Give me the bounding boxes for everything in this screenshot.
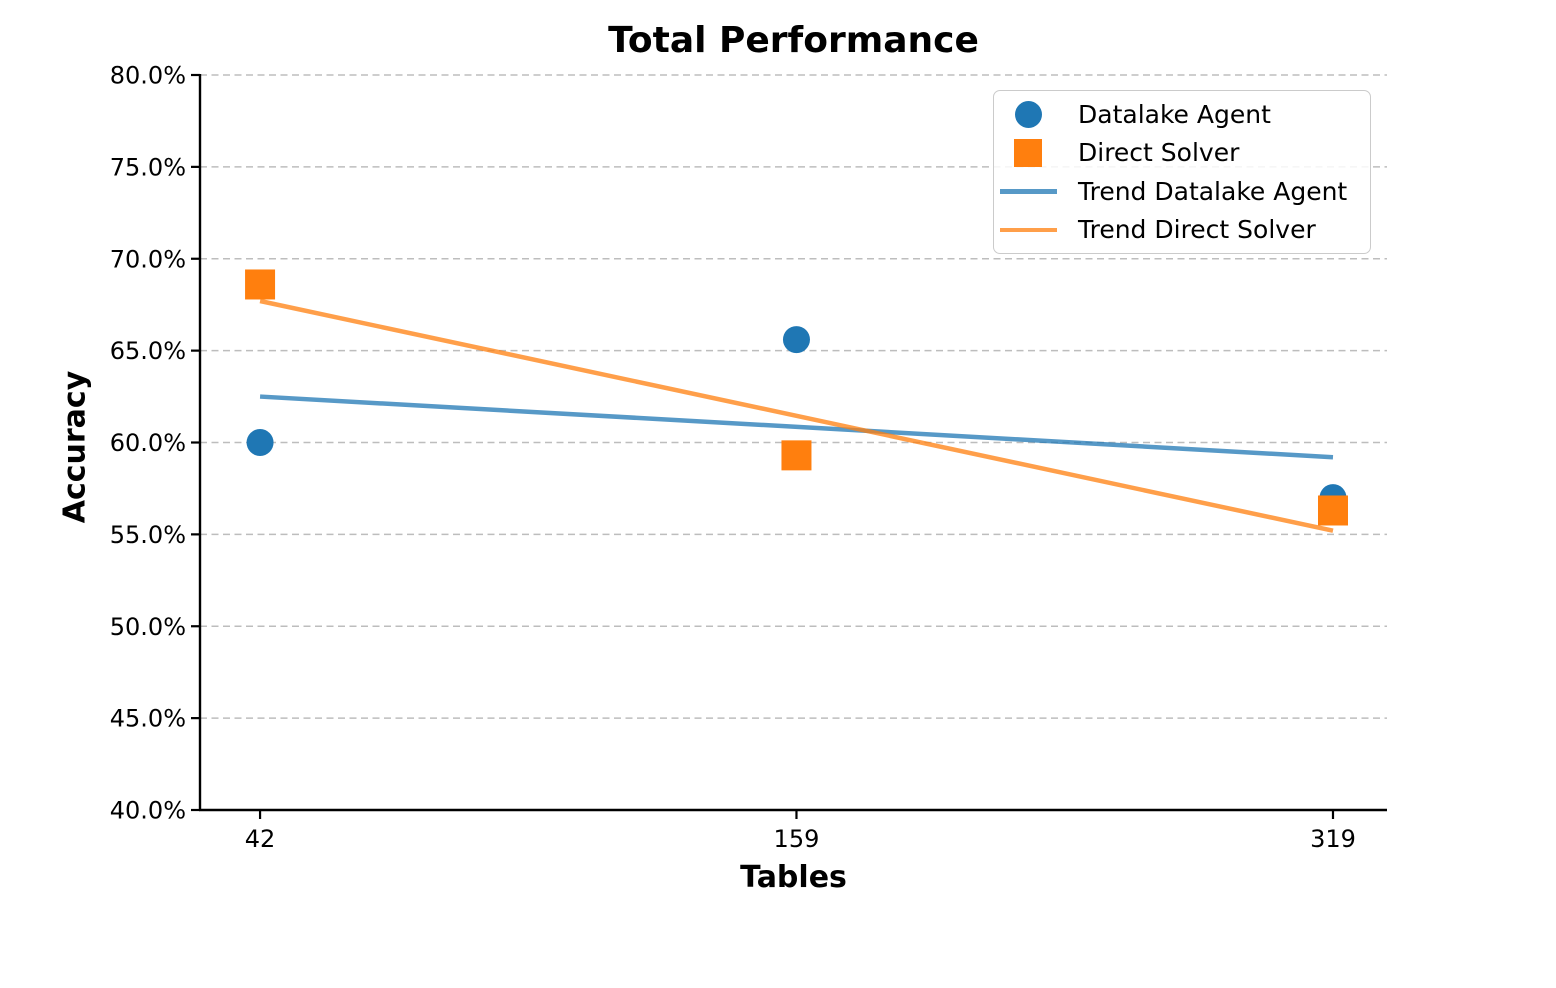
legend-entry-trend-direct-solver: Trend Direct Solver <box>994 211 1370 249</box>
y-tick-label: 40.0% <box>110 797 186 825</box>
chart-title: Total Performance <box>608 20 979 61</box>
scatter-point-direct-solver <box>245 269 276 300</box>
legend-entry-datalake-agent: Datalake Agent <box>994 95 1370 133</box>
y-tick-label: 65.0% <box>110 337 186 365</box>
square-marker-icon <box>1014 138 1042 167</box>
trend-direct-solver <box>259 298 1334 533</box>
circle-marker-icon <box>1014 100 1042 128</box>
trend-datalake-agent <box>259 394 1334 460</box>
x-axis-label: Tables <box>740 860 847 895</box>
line-marker-icon <box>999 189 1057 194</box>
y-axis-label: Accuracy <box>57 370 93 524</box>
legend-label: Datalake Agent <box>1078 99 1271 129</box>
y-tick-label: 45.0% <box>110 705 186 733</box>
scatter-point-datalake-agent <box>782 326 810 354</box>
legend-label: Trend Datalake Agent <box>1078 176 1348 206</box>
y-tick-label: 70.0% <box>110 245 186 273</box>
scatter-point-direct-solver <box>1317 495 1348 526</box>
y-tick-label: 50.0% <box>110 613 186 641</box>
legend-label: Trend Direct Solver <box>1078 215 1316 245</box>
legend: Datalake Agent Direct Solver Trend Datal… <box>993 90 1371 254</box>
y-tick-label: 80.0% <box>110 62 186 90</box>
legend-marker-cell <box>994 100 1062 128</box>
legend-marker-cell <box>994 189 1062 194</box>
x-tick-label: 319 <box>1310 825 1356 853</box>
x-tick-label: 42 <box>245 825 276 853</box>
y-tick-label: 75.0% <box>110 153 186 181</box>
legend-marker-cell <box>994 227 1062 232</box>
scatter-point-direct-solver <box>781 440 812 471</box>
x-tick-label: 159 <box>774 825 820 853</box>
scatter-point-datalake-agent <box>246 429 274 456</box>
legend-entry-direct-solver: Direct Solver <box>994 134 1370 172</box>
legend-entry-trend-datalake-agent: Trend Datalake Agent <box>994 172 1370 210</box>
y-tick-label: 60.0% <box>110 429 186 457</box>
y-tick-label: 55.0% <box>110 521 186 549</box>
legend-marker-cell <box>994 138 1062 167</box>
legend-label: Direct Solver <box>1078 138 1240 168</box>
line-marker-icon <box>999 227 1057 232</box>
